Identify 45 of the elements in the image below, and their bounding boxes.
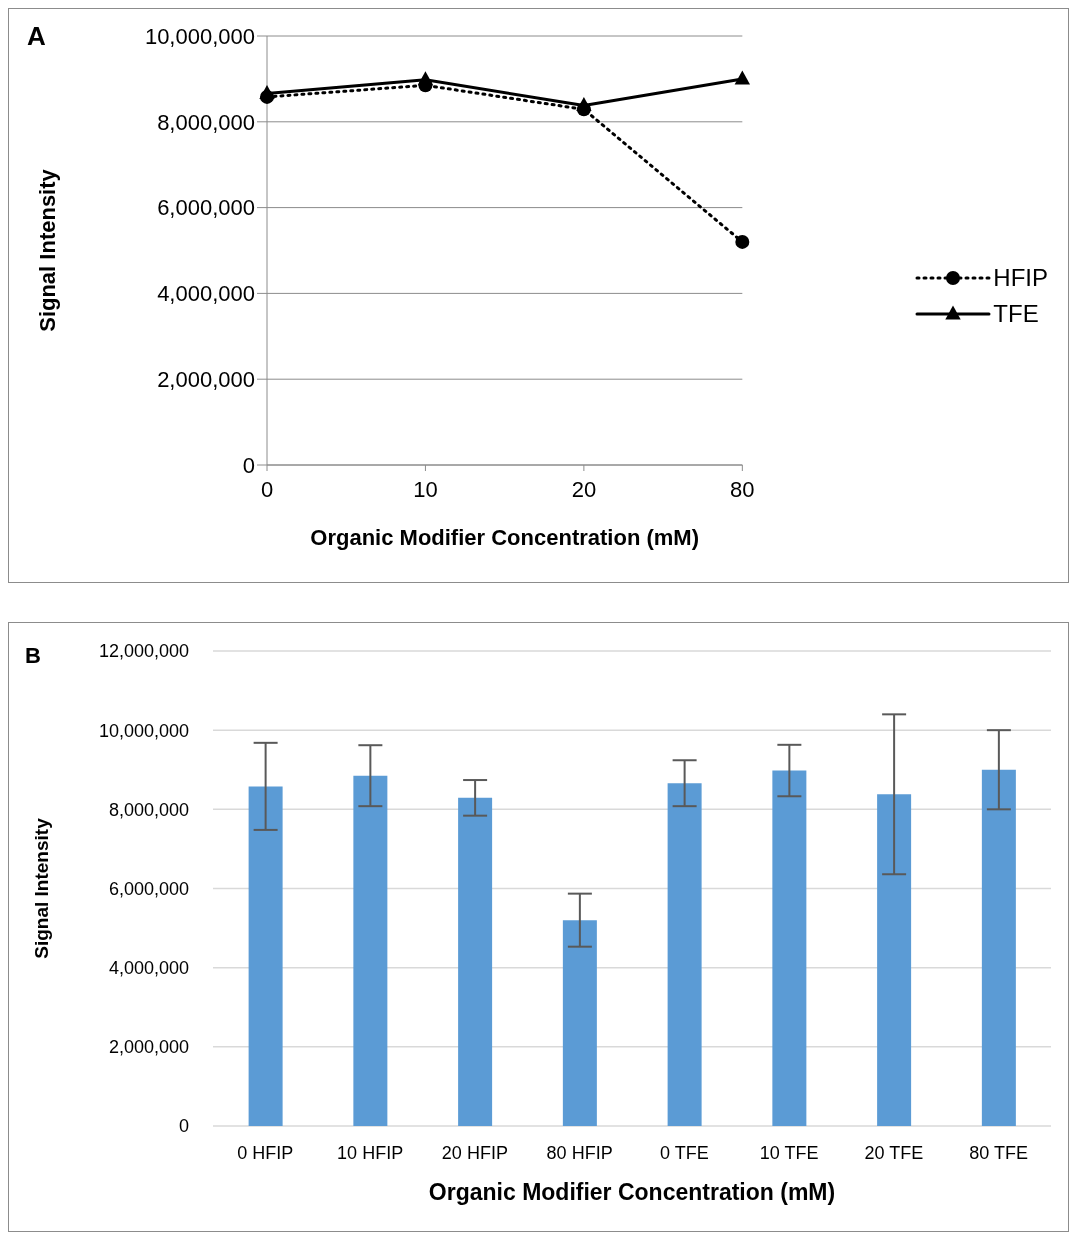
bar [562,920,597,1126]
text: A [27,21,46,52]
x-axis-title: Organic Modifier Concentration (mM) [428,1179,836,1205]
y-tick-label: 4,000,000 [108,958,189,979]
bar [981,769,1016,1126]
y-tick-label: 2,000,000 [157,367,255,393]
y-tick-label: 8,000,000 [157,109,255,135]
y-tick-label: 4,000,000 [157,281,255,307]
text: B [25,643,41,669]
y-tick-label: 2,000,000 [108,1037,189,1058]
x-tick-label: 0 [260,476,274,502]
legend-label: TFE [993,299,1039,328]
x-tick-label: 10 [413,476,438,502]
bar [772,770,807,1126]
x-tick-label: 0 TFE [660,1142,709,1163]
y-tick-label: 6,000,000 [108,878,189,899]
point [576,102,591,117]
x-tick-label: 20 HFIP [441,1142,508,1163]
point [734,70,751,85]
bar [248,786,283,1126]
bar [667,783,702,1126]
bar [877,794,912,1126]
y-axis-title: Signal Intensity [34,168,60,332]
y-tick-label: 10,000,000 [144,23,255,49]
y-tick-label: 10,000,000 [98,720,189,741]
y-axis-title: Signal Intensity [30,817,52,959]
point [735,234,750,249]
y-tick-label: 12,000,000 [98,641,189,662]
bar [458,797,493,1126]
x-tick-label: 80 TFE [969,1142,1028,1163]
x-axis-title: Organic Modifier Concentration (mM) [310,525,700,550]
x-tick-label: 10 TFE [759,1142,819,1163]
x-tick-label: 10 HFIP [337,1142,404,1163]
x-tick-label: 80 HFIP [546,1142,613,1163]
y-tick-label: 8,000,000 [108,799,189,820]
y-tick-label: 0 [178,1116,189,1137]
x-tick-label: 20 TFE [864,1142,924,1163]
bar [353,775,388,1126]
x-tick-label: 80 [730,476,755,502]
y-tick-label: 0 [242,452,255,478]
x-tick-label: 20 [571,476,597,502]
x-tick-label: 0 HFIP [237,1142,294,1163]
point [260,89,274,104]
y-tick-label: 6,000,000 [157,195,255,221]
legend-label: HFIP [993,263,1048,292]
